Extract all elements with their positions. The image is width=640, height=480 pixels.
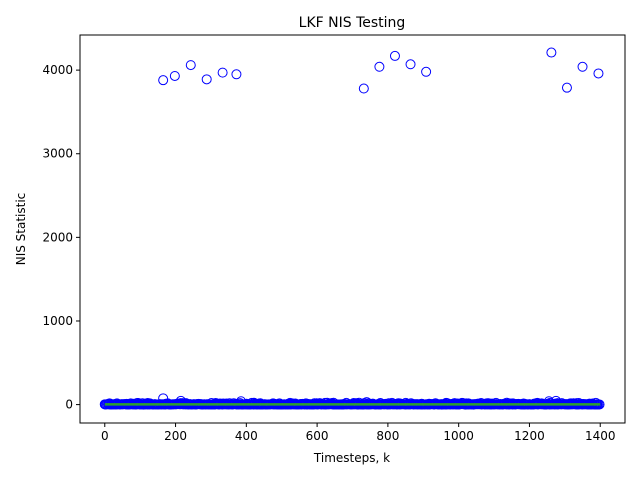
outlier-point <box>374 61 385 72</box>
x-axis: 0 200 400 600 800 1000 1200 1400 <box>101 423 616 443</box>
outlier-point <box>358 83 369 94</box>
outlier-point <box>201 74 212 85</box>
y-axis: 0 1000 2000 3000 4000 <box>42 63 80 412</box>
data-point <box>361 397 372 408</box>
y-tick-label: 3000 <box>42 147 73 161</box>
x-tick-label: 200 <box>164 429 187 443</box>
y-tick-label: 1000 <box>42 314 73 328</box>
outlier-point <box>185 60 196 71</box>
x-tick-label: 1000 <box>443 429 474 443</box>
x-tick-label: 800 <box>376 429 399 443</box>
axes-frame <box>79 34 626 424</box>
outlier-point <box>405 59 416 70</box>
x-tick-label: 0 <box>101 429 109 443</box>
outlier-point <box>217 67 228 78</box>
outlier-point <box>593 68 604 79</box>
x-axis-label: Timesteps, k <box>313 451 390 465</box>
y-tick-label: 2000 <box>42 230 73 244</box>
outlier-point <box>546 47 557 58</box>
y-tick-label: 0 <box>65 398 73 412</box>
y-axis-label: NIS Statistic <box>14 193 28 266</box>
data-point <box>236 396 247 407</box>
outlier-point <box>421 66 432 77</box>
x-tick-label: 1400 <box>585 429 616 443</box>
outlier-point <box>231 69 242 80</box>
chart-title: LKF NIS Testing <box>299 15 406 31</box>
outlier-point <box>577 61 588 72</box>
x-tick-label: 600 <box>306 429 329 443</box>
y-tick-label: 4000 <box>42 63 73 77</box>
outlier-point <box>169 70 180 81</box>
outlier-point <box>561 82 572 93</box>
x-tick-label: 400 <box>235 429 258 443</box>
x-tick-label: 1200 <box>514 429 545 443</box>
data-point <box>543 396 554 407</box>
data-point <box>158 393 169 404</box>
plot-area <box>99 47 605 410</box>
outlier-point <box>389 50 400 61</box>
outlier-point <box>158 75 169 86</box>
